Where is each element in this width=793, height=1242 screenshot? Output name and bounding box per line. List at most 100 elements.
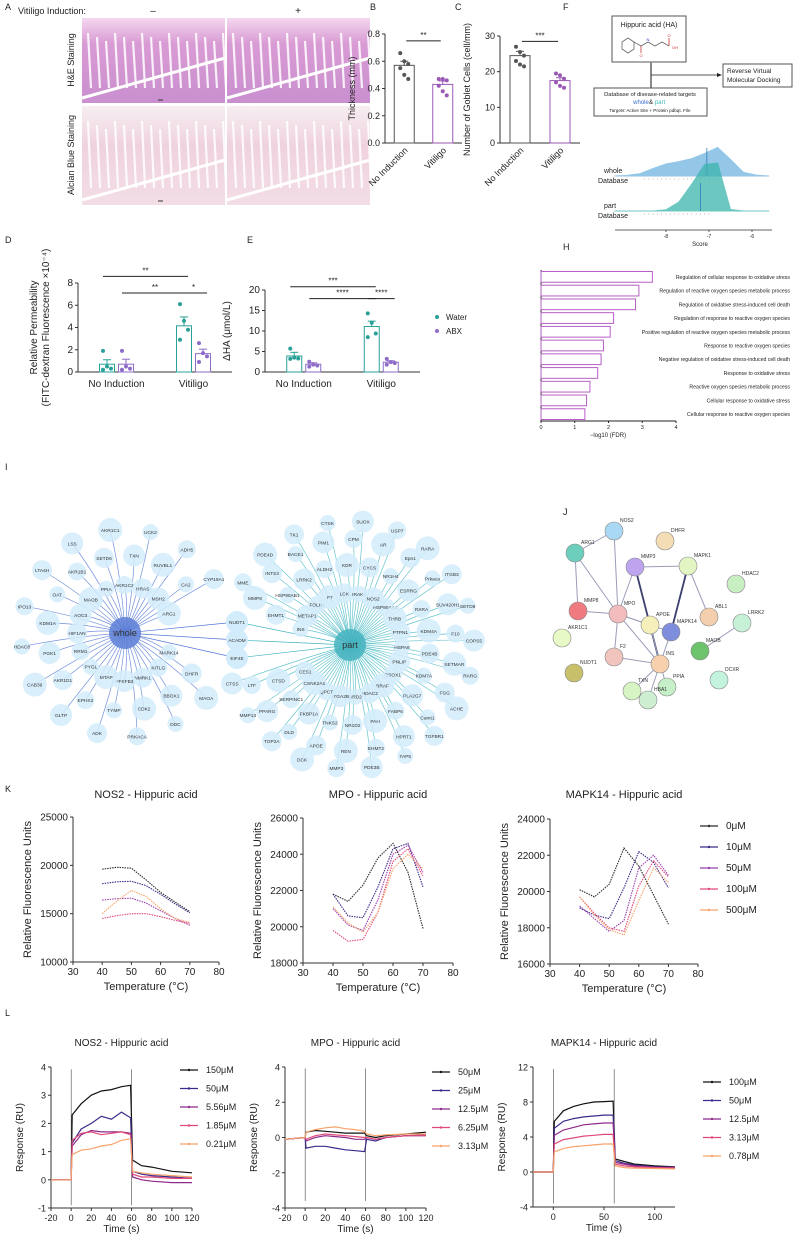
gene-node	[306, 735, 327, 756]
y-tick-label: -2	[272, 1168, 280, 1178]
database-title: Database of disease-related targets	[604, 92, 696, 98]
protein-label: TXN	[638, 678, 648, 684]
go-term-label: Response to oxidative stress	[724, 371, 791, 377]
data-point	[558, 83, 562, 88]
enrichment-bar	[540, 394, 588, 407]
y-tick-label: 8	[523, 1098, 528, 1108]
data-point	[406, 76, 411, 81]
gene-node	[68, 562, 87, 581]
enrichment-bar	[540, 380, 591, 393]
gene-node	[49, 586, 66, 603]
protein-label: DCXR	[725, 667, 740, 673]
gene-node	[82, 658, 99, 675]
gene-label: EIF4E	[230, 656, 243, 662]
gene-node	[78, 587, 103, 612]
x-tick-label: 30	[297, 968, 309, 979]
legend-marker	[187, 1105, 191, 1109]
x-tick-label: 30	[544, 969, 556, 980]
gene-node	[265, 604, 286, 625]
gene-node	[442, 651, 467, 676]
significance-label: **	[420, 31, 426, 40]
legend-marker	[435, 315, 439, 319]
legend-marker	[435, 329, 439, 333]
gene-node	[253, 542, 278, 567]
gene-node	[461, 666, 480, 685]
protein-label: MAPK14	[677, 619, 697, 625]
gene-label: BBOX1	[163, 694, 179, 700]
gene-label: PLA2G7	[403, 693, 421, 699]
go-term-label: Negative regulation of oxidative stress-…	[659, 357, 790, 363]
category-label: No Induction	[276, 379, 332, 390]
protein-label: F2	[620, 644, 626, 650]
protein-label: MMP3	[641, 554, 656, 560]
gene-label: MSH2	[152, 596, 166, 602]
gene-label: PFKFB3	[115, 679, 133, 685]
gene-node	[359, 683, 380, 704]
line-chart-K-MPO: 18000 20000 22000 24000 26000 30 40 50 60 70 80 MPO…	[252, 789, 459, 994]
x-tick-label: -6	[750, 234, 755, 240]
data-point	[178, 337, 182, 342]
gene-label: HIF1AN	[68, 631, 86, 637]
docking-label: Reverse Virtual	[727, 68, 772, 75]
gene-label: IRAK4	[352, 592, 366, 598]
protein-node	[709, 670, 729, 690]
gene-label: LTF	[248, 683, 256, 689]
line-chart-L-NOS2: -1 0 1 2 3 4 -20 0 20 40 60 80 100 120 NOS2 - Hippuric…	[15, 1038, 236, 1235]
x-tick-label: 60	[387, 968, 399, 979]
y-tick-label: 10	[249, 326, 261, 337]
gene-node	[446, 624, 465, 643]
data-point	[514, 58, 518, 63]
legend-marker	[710, 1154, 714, 1158]
tissue-edge	[226, 56, 371, 100]
gene-label: AKR1C2	[115, 583, 134, 589]
string-nodes: NOS2 DHFR ARG1 MMP3 MAPK1 HDAC2 MMP8 MPO ABL1 APO…	[552, 518, 764, 710]
gene-label: HDAC2	[362, 691, 379, 697]
data-point	[307, 359, 312, 364]
ridge-label: Database	[598, 178, 628, 185]
gene-label: CPM	[348, 537, 359, 543]
gene-node	[142, 524, 159, 541]
gene-node	[382, 568, 399, 585]
gene-label: LSS	[68, 541, 77, 547]
villi-pattern	[86, 32, 228, 89]
gene-node	[156, 601, 181, 626]
gene-node	[459, 597, 476, 614]
gene-label: CAB39	[27, 683, 43, 689]
network-edge	[124, 632, 238, 659]
gene-node	[284, 524, 305, 545]
gene-label: ESRRG	[400, 588, 417, 594]
y-tick-label: 0	[67, 367, 73, 378]
gene-node	[242, 586, 267, 611]
category-label: Vitiligo	[540, 145, 566, 171]
gene-label: LRRK2	[296, 577, 312, 583]
he-staining-label: H&E Staining	[66, 33, 76, 87]
go-term-label: Regulation of response to reactive oxyge…	[674, 316, 790, 322]
gene-node	[342, 714, 363, 735]
enrichment-bar	[540, 298, 636, 311]
gene-node	[347, 688, 364, 705]
x-tick-label: 50	[357, 968, 369, 979]
y-axis-label: Relative Fluorescence Units	[252, 822, 264, 959]
legend-marker	[707, 908, 711, 912]
protein-node	[622, 681, 642, 701]
protein-label: MMP8	[584, 598, 599, 604]
gene-node	[239, 707, 256, 724]
gene-label: FGG	[440, 691, 451, 697]
gene-node	[149, 658, 168, 677]
legend-label: 0.78μM	[729, 1151, 759, 1161]
gene-node	[15, 597, 34, 616]
database-part-label: part	[655, 100, 666, 106]
gene-node	[13, 638, 30, 655]
x-tick-label: 70	[417, 968, 429, 979]
y-tick-label: 0.8	[367, 29, 380, 39]
gene-node	[67, 623, 87, 643]
gene-node	[128, 727, 147, 746]
gene-label: CA2	[181, 582, 191, 588]
gene-label: HRAS	[136, 586, 149, 592]
gene-label: ADH5	[180, 547, 193, 553]
gene-node	[113, 669, 136, 692]
data-series-line	[51, 1084, 193, 1181]
gene-node	[281, 723, 298, 740]
gene-node	[290, 747, 315, 772]
gene-node	[315, 560, 334, 579]
